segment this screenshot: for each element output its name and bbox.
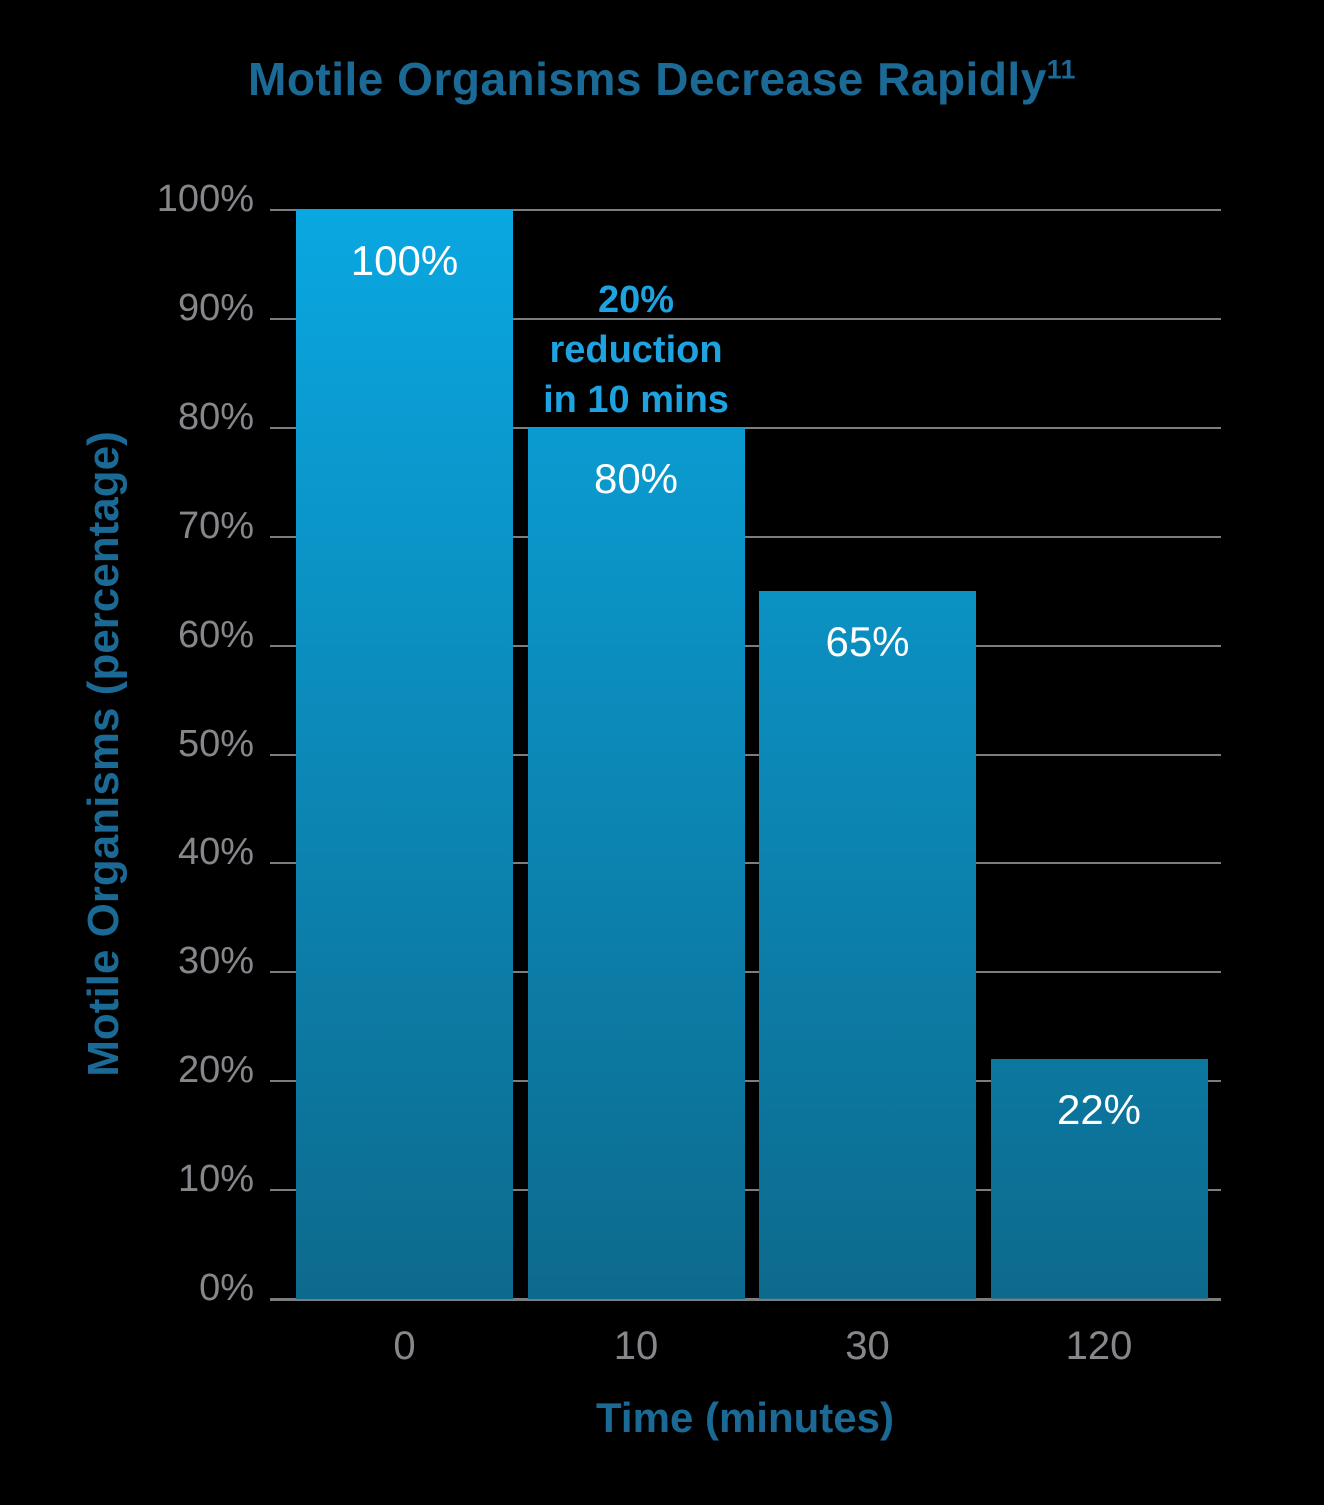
annotation-line-1: 20% — [597, 279, 675, 321]
bar-value-label-120min: 22% — [1056, 1086, 1142, 1134]
gridline-60pct — [270, 644, 1221, 647]
y-tick-label-10pct: 10% — [177, 1158, 254, 1201]
title-footnote-superscript: 11 — [1046, 54, 1076, 85]
gridline-20pct — [270, 1080, 1221, 1083]
gridline-80pct — [270, 426, 1221, 429]
x-tick-label-10: 10 — [613, 1324, 659, 1368]
bar-10min: 80% — [527, 427, 745, 1299]
y-tick-label-100pct: 100% — [156, 178, 254, 220]
gridline-70pct — [270, 535, 1221, 538]
gridline-0pct — [270, 1298, 1221, 1301]
gridline-10pct — [270, 1189, 1221, 1192]
gridline-30pct — [270, 971, 1221, 974]
bar-0min: 100% — [296, 210, 513, 1299]
y-tick-label-20pct: 20% — [177, 1049, 254, 1092]
annotation-20pct-reduction: 20% reduction in 10 mins — [543, 275, 729, 425]
annotation-line-3: in 10 mins — [543, 379, 729, 421]
x-tick-label-0: 0 — [393, 1324, 416, 1368]
x-axis-title: Time (minutes) — [596, 1394, 894, 1441]
gridline-40pct — [270, 862, 1221, 865]
y-tick-label-80pct: 80% — [177, 395, 254, 438]
x-tick-label-120: 120 — [1065, 1324, 1133, 1368]
annotation-line-2: reduction — [549, 329, 723, 371]
x-tick-label-30: 30 — [845, 1324, 890, 1368]
y-tick-label-70pct: 70% — [177, 504, 254, 547]
gridline-90pct — [270, 317, 1221, 320]
bar-value-label-30min: 65% — [825, 618, 910, 666]
y-tick-label-60pct: 60% — [177, 613, 254, 656]
gridline-50pct — [270, 753, 1221, 756]
y-tick-label-0pct: 0% — [199, 1267, 254, 1309]
chart-title: Motile Organisms Decrease Rapidly11 — [0, 52, 1324, 106]
bar-30min: 65% — [759, 591, 976, 1299]
gridline-100pct — [270, 209, 1221, 211]
chart-title-text: Motile Organisms Decrease Rapidly — [248, 53, 1047, 105]
y-tick-label-30pct: 30% — [177, 940, 254, 983]
bar-value-label-0min: 100% — [350, 237, 459, 284]
y-tick-label-90pct: 90% — [177, 286, 254, 329]
y-tick-label-40pct: 40% — [177, 831, 254, 874]
bar-120min: 22% — [990, 1059, 1208, 1299]
y-tick-label-50pct: 50% — [177, 722, 254, 765]
bar-value-label-10min: 80% — [593, 454, 679, 502]
plot-area: 100% 80% 65% 22% 20% reduction in 10 mins — [270, 209, 1221, 1301]
